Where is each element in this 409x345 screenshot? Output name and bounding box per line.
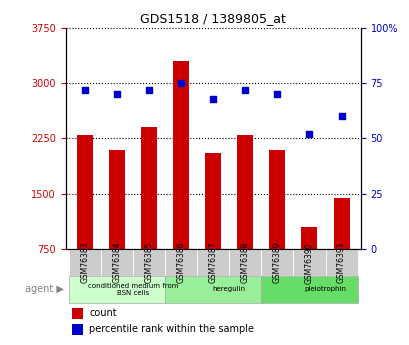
- Point: [306, 131, 312, 137]
- Text: heregulin: heregulin: [212, 286, 245, 292]
- Text: GSM76384: GSM76384: [112, 242, 121, 284]
- FancyBboxPatch shape: [261, 276, 357, 303]
- Point: [337, 114, 344, 119]
- Text: GSM76389: GSM76389: [272, 242, 281, 284]
- FancyBboxPatch shape: [293, 249, 325, 276]
- Text: GSM76386: GSM76386: [176, 242, 185, 284]
- Bar: [71, 308, 83, 318]
- Point: [81, 87, 88, 92]
- Text: GSM76391: GSM76391: [336, 242, 345, 284]
- FancyBboxPatch shape: [325, 249, 357, 276]
- Text: GSM76383: GSM76383: [80, 242, 89, 284]
- Point: [113, 91, 120, 97]
- Point: [178, 80, 184, 86]
- Bar: [71, 324, 83, 335]
- Point: [209, 96, 216, 101]
- FancyBboxPatch shape: [261, 249, 293, 276]
- Text: conditioned medium from
BSN cells: conditioned medium from BSN cells: [88, 283, 178, 296]
- FancyBboxPatch shape: [101, 249, 133, 276]
- Point: [274, 91, 280, 97]
- Bar: [204, 153, 221, 305]
- Bar: [333, 198, 349, 305]
- Bar: [237, 135, 253, 305]
- Text: count: count: [89, 308, 117, 318]
- FancyBboxPatch shape: [229, 249, 261, 276]
- Point: [145, 87, 152, 92]
- Text: percentile rank within the sample: percentile rank within the sample: [89, 324, 254, 334]
- Title: GDS1518 / 1389805_at: GDS1518 / 1389805_at: [140, 12, 285, 25]
- Bar: [173, 61, 189, 305]
- FancyBboxPatch shape: [133, 249, 165, 276]
- FancyBboxPatch shape: [165, 276, 261, 303]
- FancyBboxPatch shape: [69, 276, 165, 303]
- Text: GSM76385: GSM76385: [144, 242, 153, 284]
- Bar: [301, 227, 317, 305]
- FancyBboxPatch shape: [165, 249, 197, 276]
- Text: pleiotrophin: pleiotrophin: [304, 286, 346, 292]
- Point: [241, 87, 248, 92]
- Text: GSM76388: GSM76388: [240, 242, 249, 283]
- Bar: [269, 150, 285, 305]
- Text: agent ▶: agent ▶: [25, 284, 64, 294]
- FancyBboxPatch shape: [197, 249, 229, 276]
- Text: GSM76390: GSM76390: [304, 242, 313, 284]
- Bar: [109, 150, 125, 305]
- Bar: [141, 127, 157, 305]
- Bar: [76, 135, 93, 305]
- Text: GSM76387: GSM76387: [208, 242, 217, 284]
- FancyBboxPatch shape: [69, 249, 101, 276]
